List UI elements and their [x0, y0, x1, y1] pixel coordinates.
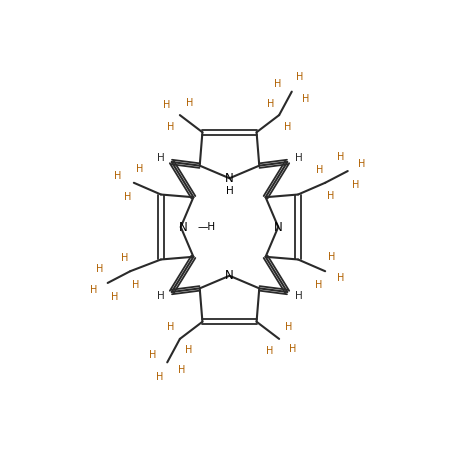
Text: H: H: [121, 253, 129, 263]
Text: H: H: [167, 123, 174, 133]
Text: H: H: [315, 281, 323, 291]
Text: H: H: [96, 263, 104, 274]
Text: H: H: [156, 372, 163, 382]
Text: H: H: [358, 158, 366, 168]
Text: H: H: [168, 322, 175, 332]
Text: H: H: [90, 286, 97, 296]
Text: H: H: [274, 79, 281, 89]
Text: H: H: [226, 186, 233, 196]
Text: H: H: [337, 273, 345, 283]
Text: H: H: [352, 180, 359, 191]
Text: H: H: [266, 346, 274, 356]
Text: —H: —H: [198, 222, 216, 232]
Text: H: H: [267, 99, 274, 109]
Text: H: H: [114, 171, 122, 181]
Text: H: H: [157, 291, 164, 301]
Text: H: H: [295, 291, 302, 301]
Text: H: H: [336, 152, 344, 162]
Text: H: H: [289, 344, 297, 354]
Text: H: H: [285, 321, 292, 331]
Text: H: H: [157, 153, 164, 163]
Text: H: H: [136, 163, 144, 173]
Text: H: H: [185, 345, 192, 355]
Text: H: H: [132, 280, 139, 290]
Text: N: N: [274, 221, 283, 233]
Text: N: N: [179, 221, 187, 233]
Text: H: H: [295, 153, 302, 163]
Text: H: H: [112, 292, 119, 302]
Text: H: H: [149, 350, 157, 360]
Text: H: H: [328, 252, 335, 262]
Text: H: H: [302, 94, 310, 104]
Text: H: H: [284, 122, 291, 132]
Text: H: H: [178, 365, 185, 375]
Text: H: H: [316, 164, 323, 174]
Text: H: H: [296, 72, 303, 82]
Text: H: H: [327, 191, 335, 201]
Text: H: H: [162, 100, 170, 110]
Text: H: H: [185, 98, 193, 108]
Text: H: H: [124, 192, 131, 202]
Text: N: N: [225, 172, 234, 185]
Text: N: N: [225, 269, 234, 282]
